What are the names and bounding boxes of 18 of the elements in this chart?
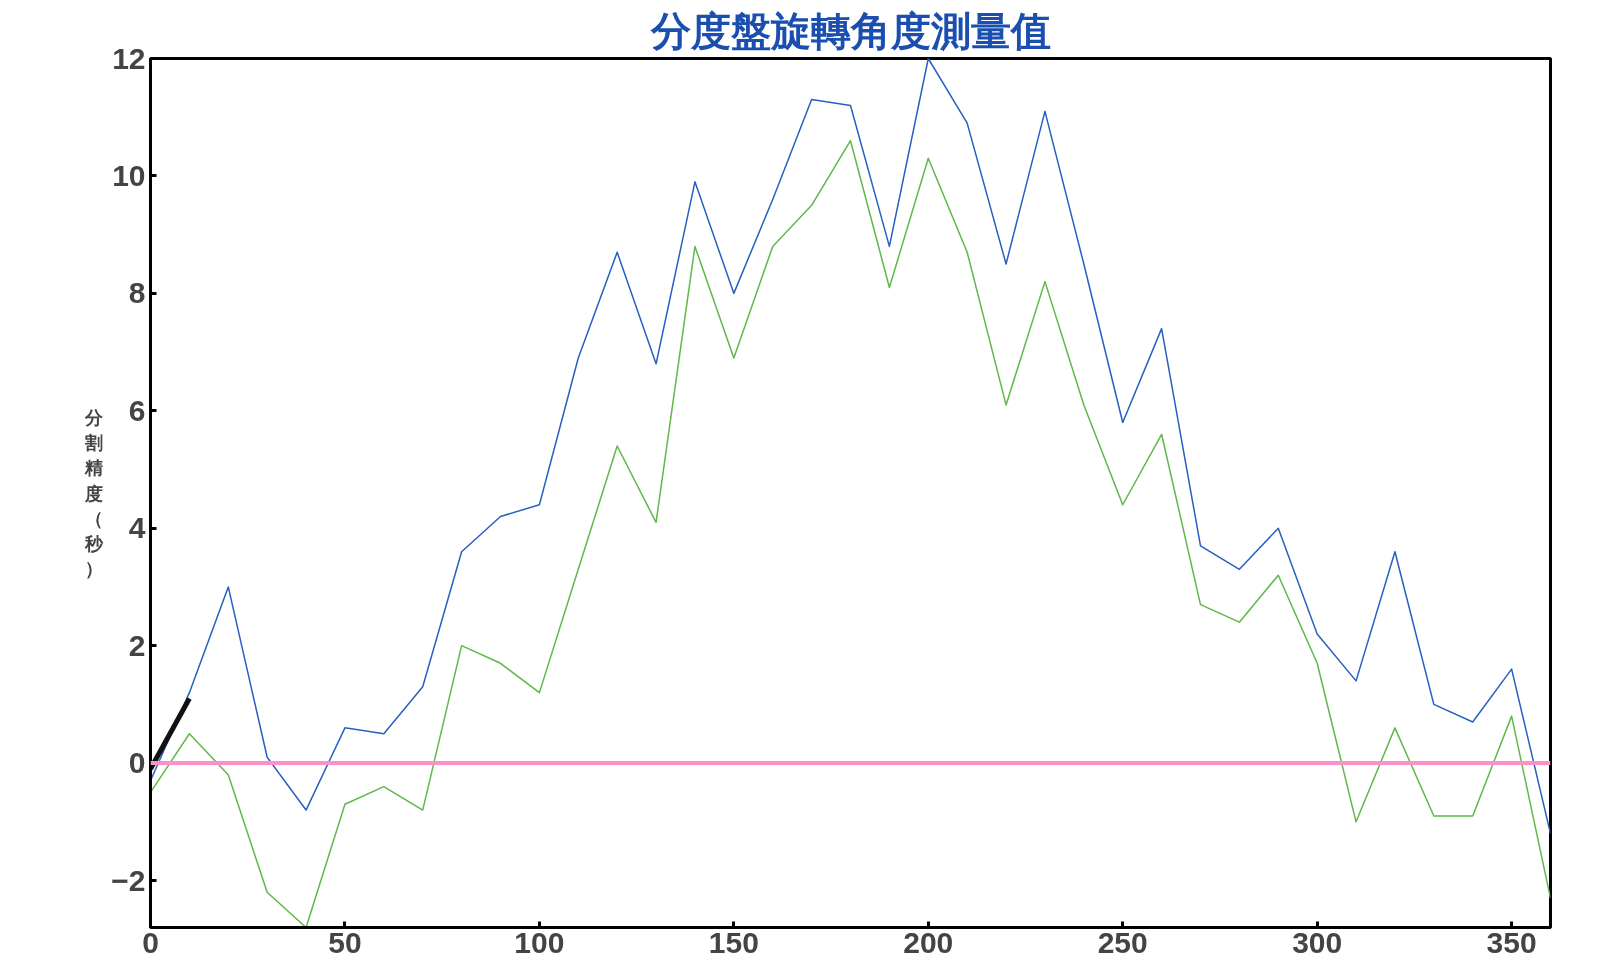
x-tick-label: 300 <box>1292 925 1343 959</box>
x-tick-label: 150 <box>708 925 759 959</box>
y-tick-label: 0 <box>128 746 146 780</box>
y-tick-label: 2 <box>128 628 146 662</box>
x-tick-label: 200 <box>903 925 954 959</box>
x-tick-label: 50 <box>328 925 362 959</box>
y-tick-label: 10 <box>112 158 146 192</box>
y-tick-label: 12 <box>112 41 146 75</box>
x-tick-label: 250 <box>1097 925 1148 959</box>
chart-title: 分度盤旋轉角度測量值 <box>649 7 1051 54</box>
y-tick-label: 6 <box>128 393 146 427</box>
y-tick-label: −2 <box>111 863 146 897</box>
y-axis-title: 分割精度（秒） <box>84 406 105 580</box>
x-tick-label: 100 <box>514 925 565 959</box>
x-tick-label: 350 <box>1486 925 1537 959</box>
line-series <box>150 58 1551 835</box>
y-tick-label: 8 <box>128 276 146 310</box>
y-tick-label: 4 <box>128 511 146 545</box>
